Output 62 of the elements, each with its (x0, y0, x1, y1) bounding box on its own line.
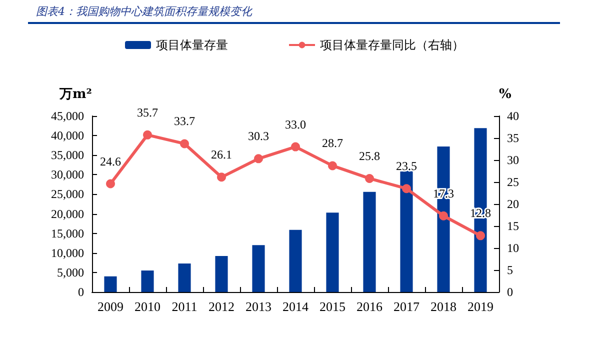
point (402, 184, 411, 194)
data-label: 28.7 (322, 136, 343, 150)
x-tick-label: 2009 (98, 299, 124, 314)
x-tick-label: 2019 (468, 299, 494, 314)
chart-title: 图表4：我国购物中心建筑面积存量规模变化 (36, 4, 252, 19)
y2-tick-label: 30 (507, 153, 519, 167)
data-label: 26.1 (211, 148, 232, 162)
point (328, 161, 337, 170)
x-tick-label: 2010 (134, 299, 160, 314)
data-label: 30.3 (248, 129, 269, 144)
y2-tick-label: 20 (507, 197, 519, 211)
y2-tick-label: 10 (507, 241, 519, 255)
point (254, 154, 263, 164)
bar (104, 276, 117, 292)
y-axis-title: 万m² (58, 87, 92, 102)
y-tick-label: 5,000 (57, 265, 84, 280)
point (180, 139, 189, 148)
bar (289, 230, 302, 292)
data-label: 33.0 (285, 117, 306, 132)
point (291, 142, 300, 152)
y-tick-label: 15,000 (51, 226, 84, 240)
bar (252, 245, 265, 292)
y2-tick-label: 25 (507, 175, 519, 189)
legend-label: 项目体量存量同比（右轴） (320, 38, 464, 52)
y-tick-label: 40,000 (51, 128, 84, 143)
legend-label: 项目体量存量 (156, 38, 228, 52)
y2-tick-label: 0 (507, 285, 513, 299)
y-tick-label: 20,000 (51, 206, 84, 221)
bar (178, 263, 191, 292)
point (476, 231, 485, 240)
x-tick-label: 2018 (430, 299, 456, 314)
data-label: 25.8 (359, 148, 380, 163)
data-label: 33.7 (174, 114, 195, 128)
y2-tick-label: 35 (507, 131, 519, 145)
y-tick-label: 30,000 (51, 168, 84, 182)
x-tick-label: 2016 (356, 299, 383, 314)
bar (215, 256, 228, 292)
x-tick-label: 2011 (172, 299, 198, 314)
point (143, 130, 152, 140)
x-tick-label: 2015 (320, 299, 346, 314)
y-tick-label: 25,000 (51, 187, 84, 202)
y-tick-label: 45,000 (51, 109, 84, 123)
bar (363, 192, 376, 292)
bar (141, 270, 154, 292)
y-tick-label: 35,000 (51, 148, 84, 162)
x-tick-label: 2013 (246, 299, 272, 314)
y-tick-label: 10,000 (51, 246, 84, 260)
y2-tick-label: 40 (507, 109, 519, 123)
point (106, 179, 115, 188)
x-tick-label: 2014 (282, 299, 309, 314)
data-label: 35.7 (137, 105, 158, 120)
y2-tick-label: 5 (507, 263, 513, 277)
x-tick-label: 2017 (394, 299, 420, 314)
data-label: 24.6 (100, 154, 121, 168)
y-tick-label: 0 (78, 285, 84, 299)
y2-tick-label: 15 (507, 219, 519, 233)
y2-axis-title: % (499, 87, 512, 102)
x-tick-label: 2012 (208, 299, 234, 314)
point (217, 172, 226, 182)
bar (326, 212, 339, 292)
point (365, 174, 374, 183)
point (439, 211, 448, 220)
